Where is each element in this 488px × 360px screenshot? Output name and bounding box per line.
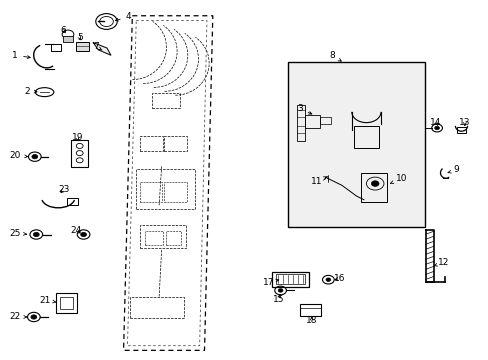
Polygon shape — [93, 42, 111, 55]
Bar — [163, 136, 187, 151]
Text: 13: 13 — [458, 118, 469, 127]
Bar — [271, 272, 308, 287]
Text: 7: 7 — [93, 42, 102, 51]
Circle shape — [31, 315, 37, 319]
Circle shape — [278, 289, 283, 292]
Bar — [166, 231, 181, 245]
Text: 11: 11 — [310, 177, 326, 186]
Bar — [353, 126, 378, 148]
Text: 19: 19 — [71, 133, 83, 142]
Bar — [140, 182, 161, 202]
Bar — [152, 93, 180, 108]
Text: 3: 3 — [297, 104, 311, 114]
Text: 20: 20 — [10, 151, 27, 160]
Text: 22: 22 — [10, 312, 27, 321]
Circle shape — [32, 154, 38, 159]
Bar — [130, 297, 183, 318]
Text: 14: 14 — [429, 118, 441, 127]
Circle shape — [325, 278, 330, 282]
Text: 23: 23 — [58, 185, 70, 194]
Text: 12: 12 — [434, 258, 448, 267]
Text: 15: 15 — [272, 294, 284, 303]
Bar — [320, 117, 330, 125]
Circle shape — [370, 181, 378, 186]
Bar — [163, 182, 187, 202]
Bar — [456, 127, 466, 133]
Bar — [360, 173, 386, 202]
Text: 8: 8 — [329, 51, 341, 61]
Bar — [299, 304, 321, 316]
Bar — [56, 293, 77, 313]
Bar — [76, 41, 89, 50]
Circle shape — [434, 126, 439, 130]
Bar — [51, 44, 61, 51]
Text: 10: 10 — [389, 175, 407, 184]
Text: 21: 21 — [39, 296, 56, 305]
Text: 18: 18 — [305, 316, 317, 325]
Text: 5: 5 — [77, 33, 82, 42]
Bar — [275, 274, 305, 284]
Text: 9: 9 — [447, 166, 459, 175]
Text: 16: 16 — [333, 274, 345, 283]
Bar — [296, 105, 305, 140]
Text: 1: 1 — [12, 51, 30, 60]
Bar — [67, 198, 78, 205]
Text: 2: 2 — [25, 86, 37, 95]
Text: 6: 6 — [60, 26, 66, 35]
Circle shape — [81, 232, 86, 237]
Bar — [305, 116, 320, 128]
Text: 25: 25 — [10, 229, 27, 238]
Bar — [136, 169, 194, 209]
Bar — [140, 136, 163, 151]
Text: 17: 17 — [263, 278, 278, 287]
Bar — [288, 62, 424, 226]
Bar — [144, 231, 163, 245]
Bar — [60, 297, 73, 309]
Bar — [71, 140, 88, 167]
Text: 4: 4 — [115, 12, 131, 21]
Bar — [140, 225, 185, 248]
Circle shape — [33, 232, 39, 237]
Bar — [63, 36, 73, 41]
Text: 24: 24 — [70, 226, 81, 235]
